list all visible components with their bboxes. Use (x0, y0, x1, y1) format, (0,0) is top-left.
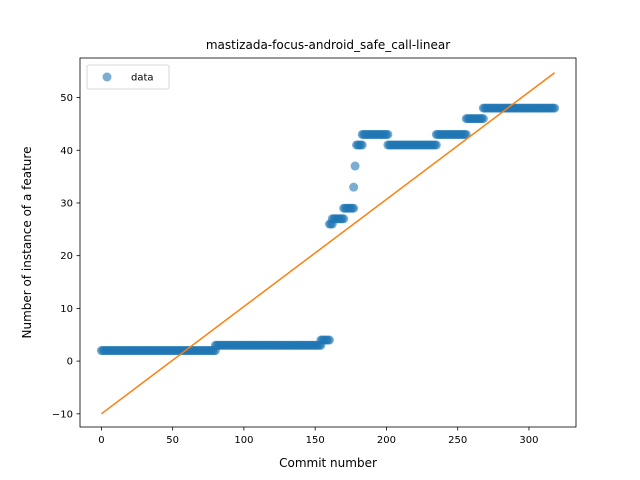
y-tick-label: 40 (60, 146, 73, 157)
y-axis-ticks: −10 0 10 20 30 40 50 (52, 93, 80, 420)
data-point (349, 182, 359, 192)
data-point (383, 129, 393, 139)
data-point (550, 103, 560, 113)
x-tick-label: 300 (519, 435, 538, 446)
data-point (339, 214, 349, 224)
fit-line-segment (100, 72, 556, 415)
y-tick-label: 20 (60, 251, 73, 262)
legend-label: data (131, 73, 154, 84)
data-point (431, 140, 441, 150)
data-point (357, 140, 367, 150)
y-tick-label: 10 (60, 304, 73, 315)
x-axis-ticks: 0 50 100 150 200 250 300 (98, 427, 539, 446)
y-tick-label: 50 (60, 93, 73, 104)
x-axis-label: Commit number (279, 456, 377, 470)
data-points (96, 103, 560, 356)
x-tick-label: 0 (98, 435, 104, 446)
y-tick-label: 30 (60, 198, 73, 209)
data-point (478, 114, 488, 124)
y-tick-label: 0 (67, 357, 73, 368)
x-tick-label: 50 (166, 435, 179, 446)
legend-marker (102, 72, 112, 82)
legend-box (86, 64, 170, 90)
y-axis-label: Number of instance of a feature (20, 147, 34, 339)
chart-title: mastizada-focus-android_safe_call-linear (206, 38, 450, 52)
x-tick-label: 150 (306, 435, 325, 446)
data-point (324, 335, 334, 345)
x-tick-label: 250 (448, 435, 467, 446)
fit-line (100, 72, 556, 415)
legend: data (86, 64, 170, 90)
x-tick-label: 100 (234, 435, 253, 446)
y-tick-label: −10 (52, 409, 73, 420)
data-point (350, 161, 360, 171)
data-point (349, 203, 359, 213)
x-tick-label: 200 (377, 435, 396, 446)
axes-frame (79, 57, 577, 428)
